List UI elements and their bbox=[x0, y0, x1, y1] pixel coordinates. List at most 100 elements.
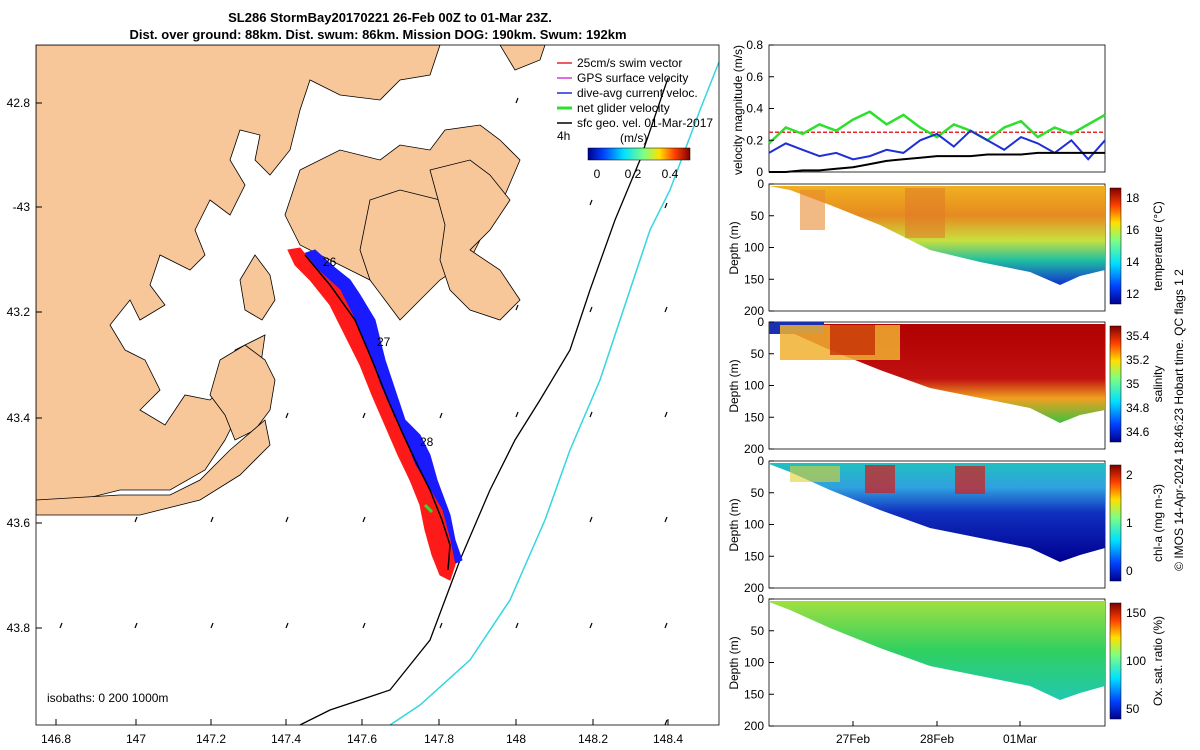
depth-tick-label: 50 bbox=[751, 209, 765, 223]
depth-tick-label: 150 bbox=[744, 549, 764, 563]
sfc-vel-arrow bbox=[439, 622, 443, 629]
velocity-series-line bbox=[768, 129, 1106, 161]
sfc-vel-arrow bbox=[515, 411, 519, 418]
depth-tick-label: 150 bbox=[744, 687, 764, 701]
map-y-axis: 42.8 -43 43.2 43.4 43.6 43.8 bbox=[7, 96, 42, 635]
cbar-tick-label: 100 bbox=[1126, 654, 1146, 668]
title-line1: SL286 StormBay20170221 26-Feb 00Z to 01-… bbox=[228, 10, 552, 25]
cbar-label: salinity bbox=[1151, 366, 1165, 403]
cbar-label: temperature (°C) bbox=[1151, 201, 1165, 291]
map-xtick-label: 147 bbox=[126, 732, 146, 746]
map-xtick-label: 147.6 bbox=[347, 732, 377, 746]
sfc-vel-arrow bbox=[664, 516, 668, 523]
cbar-tick-label: 34.8 bbox=[1126, 401, 1150, 415]
cbar-tick-label: 150 bbox=[1126, 606, 1146, 620]
legend-label: sfc geo. vel. 01-Mar-2017 bbox=[577, 116, 713, 130]
depth-tick-label: 50 bbox=[751, 486, 765, 500]
map-cbar-tick-1: 0.2 bbox=[625, 167, 642, 181]
map-xtick-label: 147.8 bbox=[424, 732, 454, 746]
velocity-ytick-label: 0.8 bbox=[746, 38, 763, 52]
cbar-label: chl-a (mg m-3) bbox=[1151, 484, 1165, 562]
time-axis: 27Feb 28Feb 01Mar bbox=[836, 721, 1037, 746]
sfc-vel-arrow bbox=[134, 622, 138, 629]
depth-tick-label: 200 bbox=[744, 581, 764, 595]
map-xtick-label: 146.8 bbox=[41, 732, 71, 746]
land-bruny bbox=[239, 254, 276, 321]
legend-label: 25cm/s swim vector bbox=[577, 56, 682, 70]
velocity-series-line bbox=[768, 110, 1106, 145]
sfc-vel-arrow bbox=[362, 622, 366, 629]
map-ytick-label: 43.2 bbox=[7, 305, 31, 319]
sfc-vel-arrows bbox=[59, 97, 668, 725]
sfc-vel-arrow bbox=[664, 719, 668, 725]
cbar-tick-label: 12 bbox=[1126, 287, 1140, 301]
velocity-ytick-label: 0.4 bbox=[746, 102, 763, 116]
land-south bbox=[36, 419, 271, 516]
day-label-27: 27 bbox=[377, 335, 391, 349]
day-label-26: 26 bbox=[323, 255, 337, 269]
map-ytick-label: 43.6 bbox=[7, 516, 31, 530]
chla-panel bbox=[768, 460, 1122, 589]
land-tasman-peninsula bbox=[429, 159, 521, 321]
sfc-vel-arrow bbox=[210, 622, 214, 629]
depth-tick-label: 0 bbox=[757, 592, 764, 606]
map-x-axis: 146.8 147 147.2 147.4 147.6 147.8 148 148.2 148.… bbox=[41, 719, 683, 746]
time-tick-label: 01Mar bbox=[1003, 732, 1037, 746]
velocity-panel: 0 0.2 0.4 0.6 0.8 velocity magnitude (m/s) bbox=[731, 38, 1106, 179]
depth-tick-label: 0 bbox=[757, 315, 764, 329]
temperature-panel bbox=[768, 183, 1122, 312]
sfc-vel-arrow bbox=[285, 516, 289, 523]
map-xtick-label: 147.2 bbox=[196, 732, 226, 746]
map-cbar-tick-2: 0.4 bbox=[662, 167, 679, 181]
depth-tick-label: 150 bbox=[744, 410, 764, 424]
depth-ylabel: Depth (m) bbox=[727, 359, 741, 412]
depth-tick-label: 150 bbox=[744, 272, 764, 286]
salinity-panel bbox=[768, 321, 1122, 450]
map-cbar-tick-0: 0 bbox=[594, 167, 601, 181]
legend-label: GPS surface velocity bbox=[577, 71, 688, 85]
cbar-label: Ox. sat. ratio (%) bbox=[1151, 616, 1165, 706]
legend-label: dive-avg current veloc. bbox=[577, 86, 698, 100]
sfc-vel-arrow bbox=[515, 304, 519, 311]
map-colorbar bbox=[587, 147, 691, 161]
velocity-ytick-label: 0 bbox=[756, 165, 763, 179]
sfc-vel-arrow bbox=[285, 622, 289, 629]
track-green bbox=[423, 503, 434, 514]
isobath-1000 bbox=[389, 61, 719, 725]
sfc-vel-arrow bbox=[439, 412, 443, 419]
isobath-200 bbox=[299, 77, 669, 725]
sfc-vel-arrow bbox=[285, 412, 289, 419]
map-ytick-label: 43.8 bbox=[7, 621, 31, 635]
cbar-tick-label: 16 bbox=[1126, 223, 1140, 237]
depth-ylabel: Depth (m) bbox=[727, 221, 741, 274]
cbar-tick-label: 50 bbox=[1126, 702, 1140, 716]
legend-4h: 4h bbox=[557, 129, 570, 143]
sfc-vel-arrow bbox=[362, 412, 366, 419]
cbar-tick-label: 2 bbox=[1126, 468, 1133, 482]
colorbar-title: (m/s) bbox=[620, 131, 647, 145]
land-top-right bbox=[499, 45, 546, 71]
map-xtick-label: 147.4 bbox=[271, 732, 301, 746]
land-lower-island bbox=[209, 344, 276, 441]
velocity-series-line bbox=[769, 151, 1105, 173]
cbar-tick-label: 34.6 bbox=[1126, 425, 1150, 439]
depth-tick-label: 200 bbox=[744, 442, 764, 456]
depth-tick-label: 0 bbox=[757, 177, 764, 191]
cbar-tick-label: 35 bbox=[1126, 377, 1140, 391]
sfc-vel-arrow bbox=[362, 516, 366, 523]
sfc-vel-arrow bbox=[589, 411, 593, 418]
map-xtick-label: 148 bbox=[506, 732, 526, 746]
depth-tick-label: 100 bbox=[744, 241, 764, 255]
depth-tick-label: 50 bbox=[751, 624, 765, 638]
cbar-tick-label: 35.2 bbox=[1126, 353, 1150, 367]
sfc-vel-arrow bbox=[515, 97, 519, 104]
velocity-ytick-label: 0.6 bbox=[746, 70, 763, 84]
isobaths-label: isobaths: 0 200 1000m bbox=[47, 691, 168, 705]
depth-ylabel: Depth (m) bbox=[727, 498, 741, 551]
depth-tick-label: 100 bbox=[744, 379, 764, 393]
cbar-tick-label: 1 bbox=[1126, 516, 1133, 530]
depth-tick-label: 100 bbox=[744, 656, 764, 670]
map-xtick-label: 148.2 bbox=[578, 732, 608, 746]
